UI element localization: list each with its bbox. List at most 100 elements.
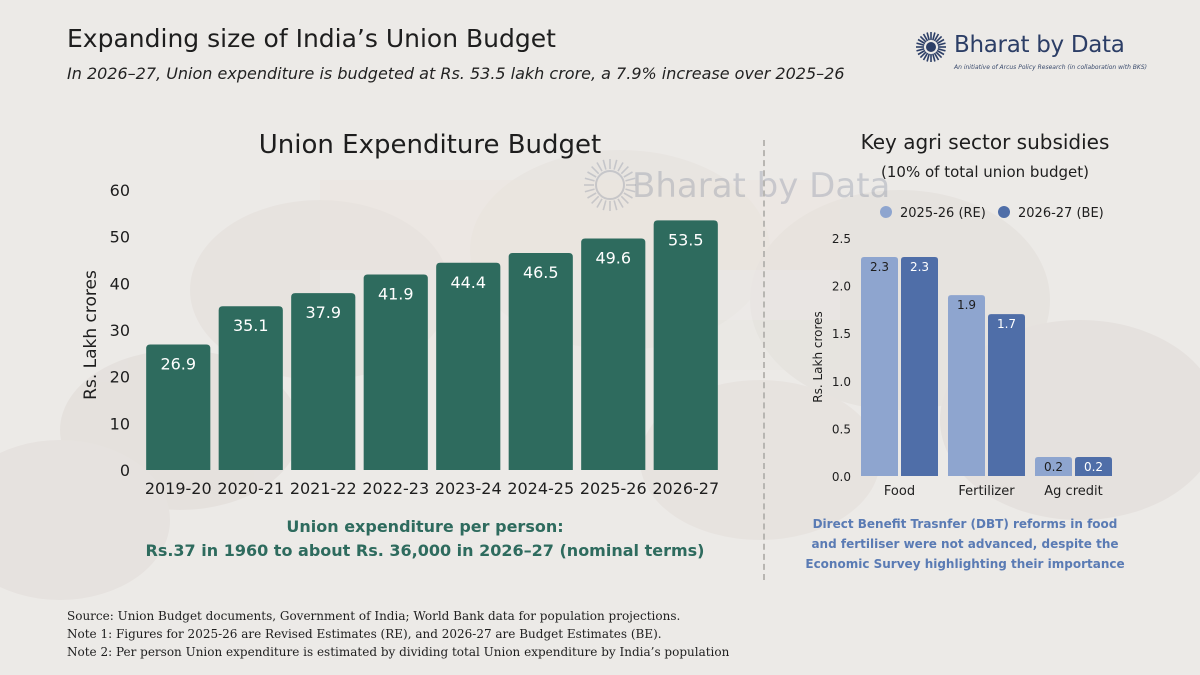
side-bar [901, 257, 938, 476]
page-title: Expanding size of India’s Union Budget [67, 24, 556, 53]
spoke [919, 51, 927, 59]
main-y-tick-label: 20 [110, 368, 130, 387]
main-y-tick-label: 30 [110, 321, 130, 340]
spoke [935, 51, 943, 59]
spoke [617, 162, 624, 172]
side-bar [988, 314, 1025, 476]
spoke [620, 195, 629, 204]
spoke [917, 49, 926, 56]
spoke [926, 53, 930, 62]
main-bar [653, 220, 718, 470]
side-bar [1075, 456, 1112, 476]
side-x-tick-label: Food [884, 484, 915, 499]
brand-tagline: An initiative of Arcus Policy Research (… [954, 64, 1147, 71]
side-bar [861, 257, 898, 476]
main-x-tick-label: 2021-22 [290, 479, 357, 498]
footer-note-1: Note 1: Figures for 2025-26 are Revised … [67, 627, 662, 641]
main-bar-value-label: 44.4 [450, 273, 486, 292]
side-chart-subtitle: (10% of total union budget) [881, 163, 1089, 181]
spoke [623, 171, 633, 178]
side-y-tick-label: 1.5 [832, 327, 851, 341]
side-bar-value-label: 1.9 [957, 298, 976, 312]
side-x-tick-label: Fertilizer [958, 484, 1015, 499]
side-bar-value-label: 1.7 [997, 317, 1016, 331]
main-bar [218, 306, 283, 470]
spoke [623, 192, 633, 199]
side-bar [1035, 456, 1072, 476]
legend-marker [998, 206, 1010, 218]
main-bar [508, 253, 573, 470]
spoke [602, 200, 607, 211]
spoke [617, 198, 624, 208]
main-x-tick-label: 2022-23 [362, 479, 429, 498]
page-subtitle: In 2026–27, Union expenditure is budgete… [67, 64, 845, 83]
spoke [620, 166, 629, 175]
main-bar [146, 344, 211, 470]
footer-note-2: Note 2: Per person Union expenditure is … [67, 645, 730, 659]
main-x-tick-label: 2023-24 [435, 479, 502, 498]
main-x-tick-label: 2024-25 [507, 479, 574, 498]
side-bar-value-label: 0.2 [1084, 460, 1103, 474]
side-y-tick-label: 0.5 [832, 422, 851, 436]
spoke [584, 177, 595, 182]
main-y-tick-label: 50 [110, 228, 130, 247]
spoke [937, 42, 946, 46]
dbt-note: Direct Benefit Trasnfer (DBT) reforms in… [805, 517, 1125, 571]
side-bar-value-label: 2.3 [870, 260, 889, 274]
legend-marker [880, 206, 892, 218]
main-x-tick-label: 2020-21 [217, 479, 284, 498]
spoke [917, 38, 926, 45]
spoke [591, 195, 600, 204]
side-bar-value-label: 0.2 [1044, 460, 1063, 474]
side-bar [948, 295, 985, 476]
spoke [936, 38, 945, 45]
per-person-line1: Union expenditure per person: [286, 517, 564, 536]
main-bar-value-label: 41.9 [378, 284, 414, 303]
side-bar-value-label: 2.3 [910, 260, 929, 274]
spoke [926, 32, 930, 41]
main-bar-value-label: 49.6 [595, 249, 631, 268]
spoke [937, 48, 946, 52]
per-person-line2: Rs.37 in 1960 to about Rs. 36,000 in 202… [145, 541, 705, 560]
main-bar-value-label: 46.5 [523, 263, 559, 282]
spoke [916, 48, 925, 52]
section-divider [763, 140, 765, 580]
side-y-axis-label: Rs. Lakh crores [811, 311, 825, 403]
spoke [935, 35, 943, 43]
spoke [936, 49, 945, 56]
spoke [922, 33, 929, 42]
watermark-text: Bharat by Data [632, 166, 890, 206]
main-bar [291, 293, 356, 470]
spoke [932, 53, 936, 62]
main-y-tick-label: 10 [110, 414, 130, 433]
per-person-callout: Union expenditure per person: Rs.37 in 1… [130, 515, 720, 563]
spoke [933, 52, 940, 61]
spoke [613, 159, 618, 170]
main-y-tick-label: 0 [120, 461, 130, 480]
main-bar [436, 262, 501, 470]
spoke [602, 159, 607, 170]
legend-label: 2026-27 (BE) [1018, 206, 1104, 221]
spoke [933, 33, 940, 42]
spoke [596, 162, 603, 172]
main-bar-value-label: 26.9 [160, 354, 196, 373]
side-y-tick-label: 0.0 [832, 470, 851, 484]
main-y-axis-label: Rs. Lakh crores [81, 270, 101, 400]
main-x-tick-label: 2019-20 [145, 479, 212, 498]
spoke [625, 188, 636, 193]
spoke [919, 35, 927, 43]
spoke [587, 171, 597, 178]
main-bar [581, 238, 646, 470]
spoke [932, 32, 936, 41]
side-x-tick-label: Ag credit [1044, 484, 1102, 499]
main-bar-value-label: 35.1 [233, 316, 269, 335]
main-bar-value-label: 53.5 [668, 230, 704, 249]
brand-logo: Bharat by Data An initiative of Arcus Po… [914, 28, 1154, 78]
spoke [584, 188, 595, 193]
main-y-tick-label: 40 [110, 274, 130, 293]
spoke [591, 166, 600, 175]
side-y-tick-label: 2.5 [832, 232, 851, 246]
